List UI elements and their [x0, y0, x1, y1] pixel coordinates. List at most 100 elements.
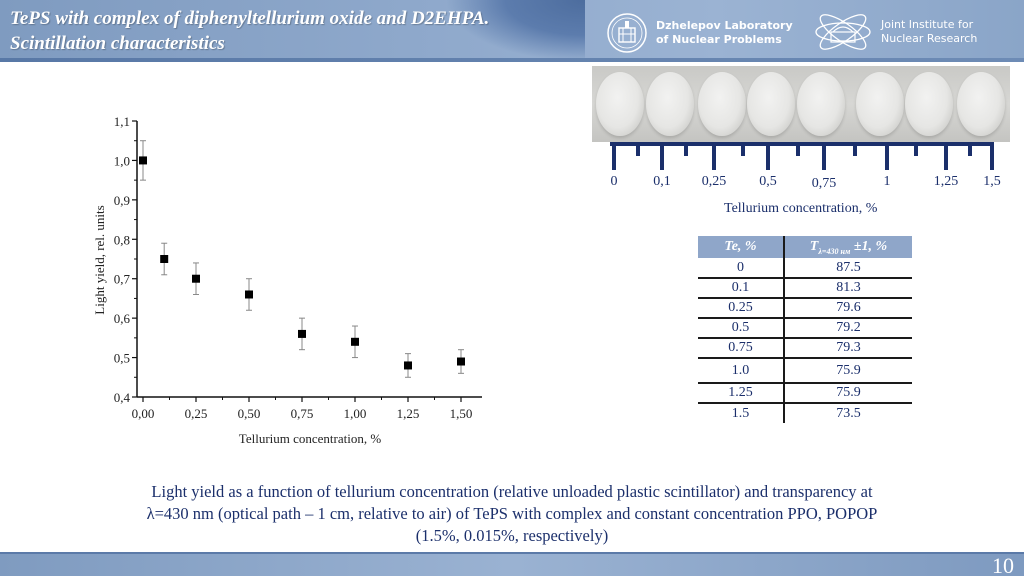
- light-yield-chart: 0,4 0,5 0,6 0,7 0,8 0,9 1,0 1,1 0,00 0,25 0,50 0,7…: [92, 114, 482, 446]
- scale-major-tick: [990, 142, 994, 170]
- scale-major-tick: [766, 142, 770, 170]
- table-row: 1.25 75.9: [698, 383, 912, 404]
- header-swoosh: [445, 0, 585, 62]
- figure-caption: Light yield as a function of tellurium c…: [40, 481, 984, 547]
- cell-te: 1.25: [698, 383, 785, 404]
- scale-minor-tick: [684, 142, 688, 156]
- data-point: [139, 156, 147, 165]
- transparency-table: Te, % Tλ=430 нм ±1, % 0 87.5 0.1 81.3 0.25 79…: [698, 236, 912, 423]
- table-row: 0 87.5: [698, 258, 912, 279]
- scale-major-tick: [612, 142, 616, 170]
- cell-te: 0.1: [698, 278, 785, 299]
- cell-transparency: 87.5: [784, 258, 912, 279]
- x-tick-label: 1,50: [450, 406, 473, 421]
- scale-major-tick: [712, 142, 716, 170]
- photo-scale-bar: [610, 142, 993, 146]
- sample-disk: [747, 72, 795, 136]
- header-divider: [0, 58, 1024, 62]
- cell-transparency: 75.9: [784, 358, 912, 384]
- y-tick-label: 1,1: [114, 114, 130, 129]
- jinr-atom-icon: [815, 14, 871, 50]
- table-row: 0.1 81.3: [698, 278, 912, 299]
- cell-transparency: 75.9: [784, 383, 912, 404]
- jinr-logo: Joint Institute for Nuclear Research: [813, 12, 977, 52]
- y-tick-label: 0,8: [114, 232, 130, 247]
- sample-disk: [957, 72, 1005, 136]
- cell-te: 0: [698, 258, 785, 279]
- col-header-te: Te, %: [698, 236, 785, 258]
- dlnp-line-2: of Nuclear Problems: [656, 33, 782, 46]
- x-axis: 0,00 0,25 0,50 0,75 1,00 1,25 1,50: [132, 396, 482, 421]
- sample-disk: [596, 72, 644, 136]
- scale-label: 0,75: [811, 176, 837, 191]
- scale-minor-tick: [741, 142, 745, 156]
- title-line-2: Scintillation characteristics: [10, 33, 225, 54]
- dlnp-line-1: Dzhelepov Laboratory: [656, 19, 793, 32]
- title-line-1: TePS with complex of diphenyltellurium o…: [10, 8, 490, 29]
- data-point: [192, 274, 200, 283]
- y-axis-label: Light yield, rel. units: [92, 205, 107, 314]
- scale-major-tick: [660, 142, 664, 170]
- table-row: 1.5 73.5: [698, 403, 912, 423]
- scale-label: 0: [610, 174, 618, 189]
- table-header-row: Te, % Tλ=430 нм ±1, %: [698, 236, 912, 258]
- x-axis-label: Tellurium concentration, %: [239, 431, 382, 446]
- x-tick-label: 1,25: [397, 406, 420, 421]
- scale-label: 1,25: [933, 174, 959, 189]
- data-point: [404, 361, 412, 370]
- table-row: 0.5 79.2: [698, 318, 912, 339]
- table-row: 0.25 79.6: [698, 298, 912, 319]
- slide-title: TePS with complex of diphenyltellurium o…: [10, 6, 489, 56]
- cell-te: 0.5: [698, 318, 785, 339]
- x-tick-label: 0,75: [291, 406, 314, 421]
- x-tick-label: 0,00: [132, 406, 155, 421]
- scale-label: 1: [883, 174, 891, 189]
- scale-major-tick: [822, 142, 826, 170]
- scale-minor-tick: [853, 142, 857, 156]
- x-tick-label: 0,50: [238, 406, 261, 421]
- y-tick-label: 0,6: [114, 311, 131, 326]
- sample-disk: [856, 72, 904, 136]
- y-tick-label: 1,0: [114, 153, 130, 168]
- scale-minor-tick: [968, 142, 972, 156]
- data-point: [351, 337, 359, 346]
- caption-line-2: λ=430 nm (optical path – 1 cm, relative …: [146, 504, 878, 523]
- table-row: 0.75 79.3: [698, 338, 912, 359]
- scale-major-tick: [885, 142, 889, 170]
- y-axis: 0,4 0,5 0,6 0,7 0,8 0,9 1,0 1,1: [114, 114, 138, 405]
- sample-disk: [698, 72, 746, 136]
- y-tick-label: 0,5: [114, 351, 130, 366]
- scale-minor-tick: [636, 142, 640, 156]
- samples-photo: [592, 66, 1010, 142]
- y-tick-label: 0,7: [114, 272, 131, 287]
- data-points: [139, 140, 465, 378]
- cell-transparency: 81.3: [784, 278, 912, 299]
- data-point: [457, 357, 465, 366]
- dlnp-emblem-icon: [607, 13, 647, 53]
- jinr-line-1: Joint Institute for: [881, 18, 974, 31]
- y-tick-label: 0,9: [114, 193, 130, 208]
- data-point: [245, 290, 253, 299]
- scale-label: 0,1: [653, 174, 671, 189]
- cell-transparency: 79.3: [784, 338, 912, 359]
- y-tick-label: 0,4: [114, 390, 131, 405]
- cell-te: 1.5: [698, 403, 785, 423]
- cell-transparency: 79.2: [784, 318, 912, 339]
- col-header-transparency: Tλ=430 нм ±1, %: [784, 236, 912, 258]
- caption-line-1: Light yield as a function of tellurium c…: [151, 482, 873, 501]
- x-tick-label: 0,25: [185, 406, 208, 421]
- slide-footer: [0, 552, 1024, 576]
- cell-transparency: 73.5: [836, 405, 861, 421]
- data-point: [298, 329, 306, 338]
- photo-scale-title: Tellurium concentration, %: [724, 201, 878, 216]
- scale-label: 0,5: [759, 174, 777, 189]
- cell-transparency: 79.6: [784, 298, 912, 319]
- caption-line-3: (1.5%, 0.015%, respectively): [415, 526, 609, 545]
- scale-major-tick: [944, 142, 948, 170]
- sample-disk: [905, 72, 953, 136]
- page-number: 10: [992, 553, 1014, 578]
- scale-minor-tick: [914, 142, 918, 156]
- cell-te: 0.75: [698, 338, 785, 359]
- data-point: [160, 255, 169, 263]
- sample-disk: [646, 72, 694, 136]
